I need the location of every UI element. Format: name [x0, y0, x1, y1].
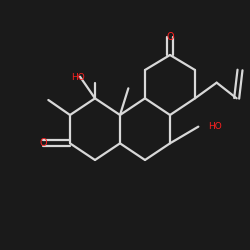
Text: HO: HO	[208, 122, 222, 131]
Text: O: O	[40, 138, 47, 148]
Text: HO: HO	[71, 73, 85, 82]
Text: O: O	[166, 32, 174, 42]
